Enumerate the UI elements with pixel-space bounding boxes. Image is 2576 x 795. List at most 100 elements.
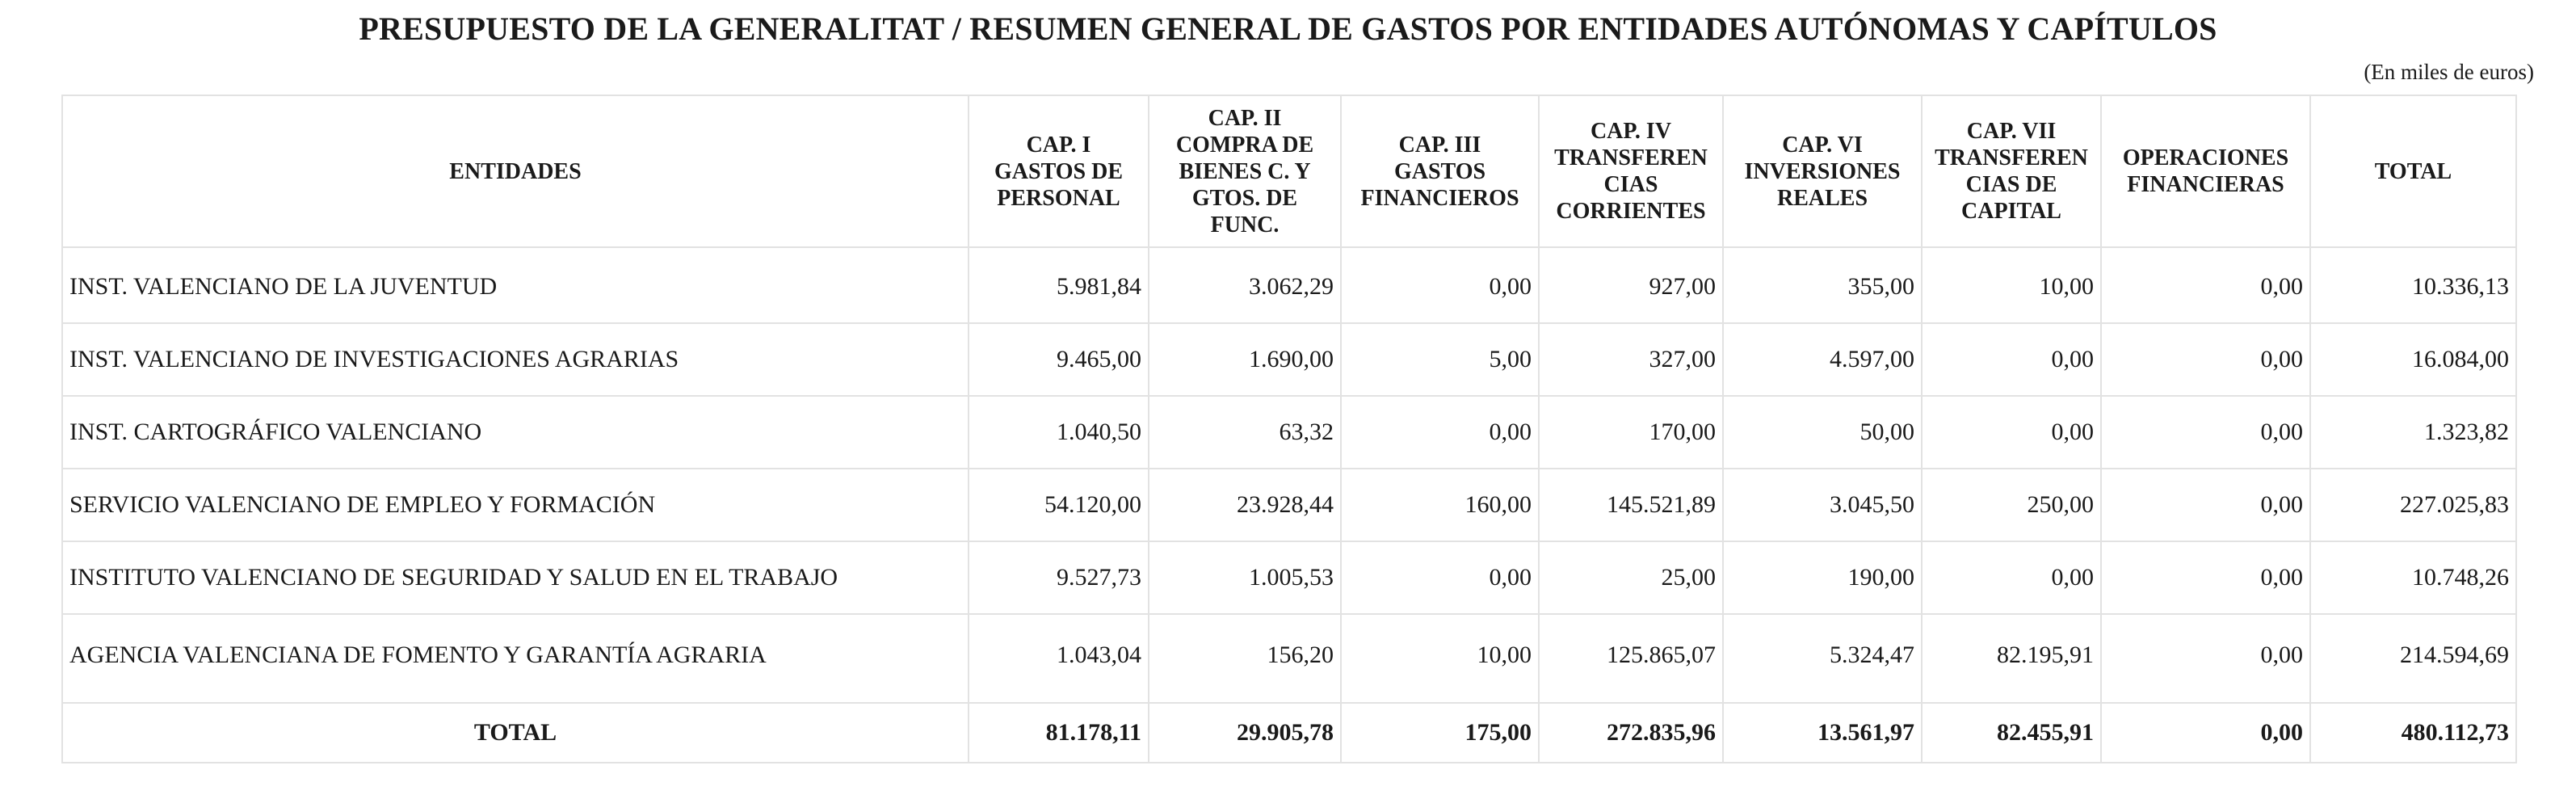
document-title: PRESUPUESTO DE LA GENERALITAT / RESUMEN … (359, 11, 2217, 47)
header-line: CAP. IV (1590, 119, 1672, 144)
opfin-value: 0,00 (2100, 541, 2311, 615)
cap7-value: 0,00 (1921, 395, 2102, 469)
table-row: INSTITUTO VALENCIANO DE SEGURIDAD Y SALU… (61, 541, 2517, 615)
header-operaciones-financieras: OPERACIONES FINANCIERAS (2100, 95, 2311, 248)
cap2-value: 23.928,44 (1148, 468, 1342, 542)
row-total-value: 214.594,69 (2309, 613, 2517, 704)
cap7-value: 10,00 (1921, 246, 2102, 324)
header-entidades: ENTIDADES (61, 95, 969, 248)
cap6-value: 3.045,50 (1722, 468, 1923, 542)
totals-row: TOTAL 81.178,11 29.905,78 175,00 272.835… (61, 702, 2517, 763)
table-row: AGENCIA VALENCIANA DE FOMENTO Y GARANTÍA… (61, 613, 2517, 704)
row-total-value: 10.336,13 (2309, 246, 2517, 324)
row-total-value: 10.748,26 (2309, 541, 2517, 615)
header-line: CAP. I (1026, 132, 1091, 158)
header-cap3: CAP. III GASTOS FINANCIEROS (1340, 95, 1540, 248)
header-line: CAP. VII (1966, 119, 2057, 144)
header-line: FINANCIEROS (1360, 185, 1519, 211)
table-header: ENTIDADES CAP. I GASTOS DE PERSONAL CAP.… (61, 95, 2517, 248)
cap6-value: 190,00 (1722, 541, 1923, 615)
header-line: REALES (1776, 185, 1868, 211)
total-cap1: 81.178,11 (968, 702, 1149, 763)
cap4-value: 125.865,07 (1538, 613, 1724, 704)
cap7-value: 82.195,91 (1921, 613, 2102, 704)
total-cap3: 175,00 (1340, 702, 1540, 763)
cap4-value: 170,00 (1538, 395, 1724, 469)
header-cap2: CAP. II COMPRA DE BIENES C. Y GTOS. DE F… (1148, 95, 1342, 248)
cap7-value: 0,00 (1921, 322, 2102, 397)
header-cap4: CAP. IV TRANSFEREN CIAS CORRIENTES (1538, 95, 1724, 248)
header-line: CAP. VI (1782, 132, 1863, 158)
cap1-value: 9.527,73 (968, 541, 1149, 615)
cap4-value: 927,00 (1538, 246, 1724, 324)
entity-name: SERVICIO VALENCIANO DE EMPLEO Y FORMACIÓ… (61, 468, 969, 542)
cap2-value: 63,32 (1148, 395, 1342, 469)
cap1-value: 1.043,04 (968, 613, 1149, 704)
header-line: CAP. III (1398, 132, 1481, 158)
cap6-value: 355,00 (1722, 246, 1923, 324)
header-line: GASTOS DE (994, 158, 1123, 184)
grand-total: 480.112,73 (2309, 702, 2517, 763)
entity-name: INSTITUTO VALENCIANO DE SEGURIDAD Y SALU… (61, 541, 969, 615)
header-line: CIAS DE (1965, 172, 2057, 197)
cap2-value: 1.690,00 (1148, 322, 1342, 397)
table-footer: TOTAL 81.178,11 29.905,78 175,00 272.835… (61, 702, 2517, 763)
opfin-value: 0,00 (2100, 322, 2311, 397)
cap1-value: 9.465,00 (968, 322, 1149, 397)
header-line: TRANSFEREN (1935, 145, 2088, 170)
cap3-value: 0,00 (1340, 541, 1540, 615)
header-line: INVERSIONES (1744, 158, 1901, 184)
opfin-value: 0,00 (2100, 468, 2311, 542)
total-cap6: 13.561,97 (1722, 702, 1923, 763)
cap4-value: 25,00 (1538, 541, 1724, 615)
entity-name: INST. CARTOGRÁFICO VALENCIANO (61, 395, 969, 469)
cap2-value: 156,20 (1148, 613, 1342, 704)
cap6-value: 4.597,00 (1722, 322, 1923, 397)
cap3-value: 10,00 (1340, 613, 1540, 704)
row-total-value: 16.084,00 (2309, 322, 2517, 397)
cap7-value: 0,00 (1921, 541, 2102, 615)
header-line: GASTOS (1393, 158, 1486, 184)
table-row: INST. CARTOGRÁFICO VALENCIANO 1.040,50 6… (61, 395, 2517, 469)
cap1-value: 5.981,84 (968, 246, 1149, 324)
units-note: (En miles de euros) (2364, 60, 2534, 84)
header-cap1: CAP. I GASTOS DE PERSONAL (968, 95, 1149, 248)
header-line: CORRIENTES (1556, 199, 1706, 224)
opfin-value: 0,00 (2100, 613, 2311, 704)
entity-name: INST. VALENCIANO DE LA JUVENTUD (61, 246, 969, 324)
cap1-value: 1.040,50 (968, 395, 1149, 469)
total-cap2: 29.905,78 (1148, 702, 1342, 763)
header-line: BIENES C. Y (1179, 158, 1311, 184)
header-line: CAP. II (1208, 105, 1282, 131)
row-total-value: 1.323,82 (2309, 395, 2517, 469)
header-line: TRANSFEREN (1554, 145, 1708, 170)
header-line: OPERACIONES (2122, 145, 2289, 170)
budget-table: ENTIDADES CAP. I GASTOS DE PERSONAL CAP.… (61, 95, 2517, 763)
total-cap4: 272.835,96 (1538, 702, 1724, 763)
cap3-value: 5,00 (1340, 322, 1540, 397)
header-line: FUNC. (1210, 212, 1280, 238)
opfin-value: 0,00 (2100, 246, 2311, 324)
opfin-value: 0,00 (2100, 395, 2311, 469)
table-body: INST. VALENCIANO DE LA JUVENTUD 5.981,84… (61, 246, 2517, 704)
header-line: GTOS. DE (1191, 185, 1298, 211)
cap7-value: 250,00 (1921, 468, 2102, 542)
cap3-value: 160,00 (1340, 468, 1540, 542)
cap2-value: 1.005,53 (1148, 541, 1342, 615)
totals-label: TOTAL (61, 702, 969, 763)
cap4-value: 145.521,89 (1538, 468, 1724, 542)
entity-name: INST. VALENCIANO DE INVESTIGACIONES AGRA… (61, 322, 969, 397)
cap6-value: 50,00 (1722, 395, 1923, 469)
header-cap6: CAP. VI INVERSIONES REALES (1722, 95, 1923, 248)
header-line: PERSONAL (997, 185, 1120, 211)
total-cap7: 82.455,91 (1921, 702, 2102, 763)
table-row: INST. VALENCIANO DE INVESTIGACIONES AGRA… (61, 322, 2517, 397)
header-row: ENTIDADES CAP. I GASTOS DE PERSONAL CAP.… (61, 95, 2517, 248)
row-total-value: 227.025,83 (2309, 468, 2517, 542)
cap3-value: 0,00 (1340, 395, 1540, 469)
header-line: CIAS (1603, 172, 1658, 197)
header-cap7: CAP. VII TRANSFEREN CIAS DE CAPITAL (1921, 95, 2102, 248)
entity-name: AGENCIA VALENCIANA DE FOMENTO Y GARANTÍA… (61, 613, 969, 704)
cap2-value: 3.062,29 (1148, 246, 1342, 324)
cap1-value: 54.120,00 (968, 468, 1149, 542)
